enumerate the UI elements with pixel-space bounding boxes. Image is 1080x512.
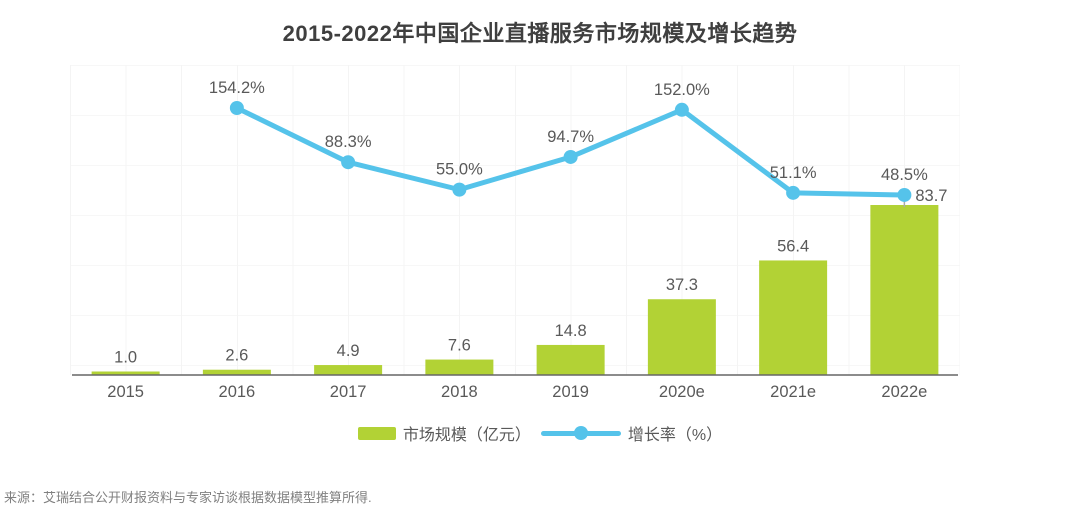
bar-value-label-2020e: 37.3 [666, 276, 698, 294]
source-note: 来源：艾瑞结合公开财报资料与专家访谈根据数据模型推算所得. [4, 490, 372, 505]
x-axis-label-2016: 2016 [219, 383, 256, 401]
legend-label-growth-rate: 增长率（%） [627, 427, 723, 444]
bar-2021e [759, 260, 828, 375]
chart-title: 2015-2022年中国企业直播服务市场规模及增长趋势 [282, 21, 798, 46]
bar-value-label-2021e: 56.4 [777, 237, 809, 255]
line-point-2018 [452, 182, 467, 197]
bar-swatch-icon [357, 426, 396, 440]
bar-2017 [314, 365, 383, 375]
bar-2022e [870, 205, 939, 375]
growth-label-2017: 88.3% [325, 133, 372, 151]
growth-label-2018: 55.0% [436, 161, 483, 179]
legend-item-market-size: 市场规模（亿元） [357, 421, 531, 445]
growth-label-2021e: 51.1% [770, 164, 817, 182]
x-axis-label-2021e: 2021e [770, 383, 816, 401]
x-axis-label-2018: 2018 [441, 383, 478, 401]
line-point-2021e [786, 185, 801, 200]
legend-item-growth-rate: 增长率（%） [540, 421, 723, 445]
bar-2020e [647, 299, 716, 375]
growth-label-2020e: 152.0% [654, 81, 710, 99]
line-point-2020e [674, 102, 689, 117]
growth-label-2019: 94.7% [547, 128, 594, 146]
line-point-2022e [897, 187, 912, 202]
bar-value-label-2018: 7.6 [448, 337, 471, 355]
line-point-2017 [341, 155, 356, 170]
x-axis-label-2017: 2017 [330, 383, 367, 401]
line-swatch-icon [540, 425, 621, 441]
bar-value-label-2016: 2.6 [225, 347, 248, 365]
line-point-2016 [229, 100, 244, 115]
line-point-2019 [563, 149, 578, 164]
x-axis-label-2019: 2019 [552, 383, 589, 401]
legend: 市场规模（亿元） 增长率（%） [0, 421, 1080, 445]
bar-value-label-2017: 4.9 [337, 342, 360, 360]
bar-2015 [91, 371, 160, 375]
x-axis-label-2022e: 2022e [881, 383, 927, 401]
bar-value-label-2019: 14.8 [555, 322, 587, 340]
bar-2016 [202, 369, 271, 375]
bar-2018 [425, 359, 494, 375]
x-axis-label-2015: 2015 [107, 383, 144, 401]
bar-value-label-2022e: 83.7 [915, 187, 947, 205]
bar-2019 [536, 344, 605, 375]
legend-label-market-size: 市场规模（亿元） [402, 427, 531, 444]
x-axis-label-2020e: 2020e [659, 383, 705, 401]
growth-label-2016: 154.2% [209, 79, 265, 97]
growth-label-2022e: 48.5% [881, 166, 928, 184]
bar-value-label-2015: 1.0 [114, 349, 137, 367]
